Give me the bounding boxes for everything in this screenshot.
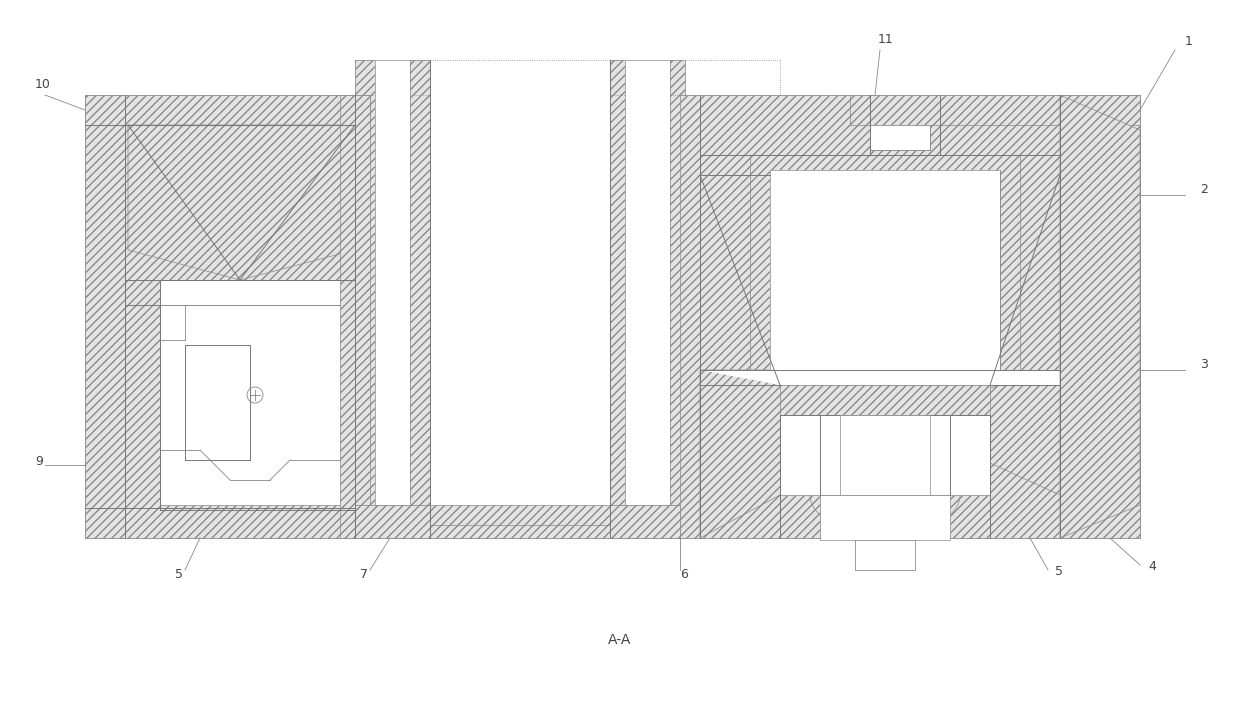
Bar xyxy=(374,60,410,538)
Bar xyxy=(86,95,125,538)
Bar xyxy=(340,95,370,538)
Bar xyxy=(625,60,670,538)
Bar xyxy=(870,125,930,150)
Polygon shape xyxy=(701,370,885,538)
Bar xyxy=(86,508,370,538)
Bar xyxy=(839,415,930,495)
Text: 7: 7 xyxy=(360,568,368,581)
Bar xyxy=(430,95,610,538)
Polygon shape xyxy=(1060,95,1140,538)
Bar xyxy=(770,170,999,370)
Polygon shape xyxy=(128,125,355,280)
Bar xyxy=(374,60,410,538)
Bar xyxy=(856,540,915,570)
Text: 4: 4 xyxy=(1148,560,1156,573)
Polygon shape xyxy=(701,370,1140,538)
Bar xyxy=(86,95,370,538)
Text: 1: 1 xyxy=(1185,35,1193,48)
Bar xyxy=(610,60,684,538)
Bar xyxy=(780,415,990,495)
Text: 5: 5 xyxy=(1055,565,1063,578)
Bar xyxy=(86,95,370,125)
Bar xyxy=(750,155,1021,370)
Text: 11: 11 xyxy=(878,33,894,46)
Text: 10: 10 xyxy=(35,78,51,91)
Bar xyxy=(820,495,950,540)
Bar xyxy=(770,170,999,370)
Text: 5: 5 xyxy=(175,568,184,581)
Text: 6: 6 xyxy=(680,568,688,581)
Bar xyxy=(160,280,355,500)
Text: 9: 9 xyxy=(35,455,43,468)
Polygon shape xyxy=(885,370,1140,538)
Polygon shape xyxy=(128,105,355,280)
Bar xyxy=(355,505,680,538)
Text: 2: 2 xyxy=(1200,183,1208,196)
Polygon shape xyxy=(355,505,680,538)
Bar xyxy=(780,385,990,415)
Text: A-A: A-A xyxy=(609,633,631,647)
Text: 3: 3 xyxy=(1200,358,1208,371)
Bar xyxy=(355,60,430,538)
Bar xyxy=(680,95,1140,538)
Polygon shape xyxy=(701,370,1140,385)
Bar xyxy=(160,305,355,505)
Bar xyxy=(849,95,1140,125)
Bar xyxy=(625,60,670,538)
Bar xyxy=(1060,95,1140,538)
